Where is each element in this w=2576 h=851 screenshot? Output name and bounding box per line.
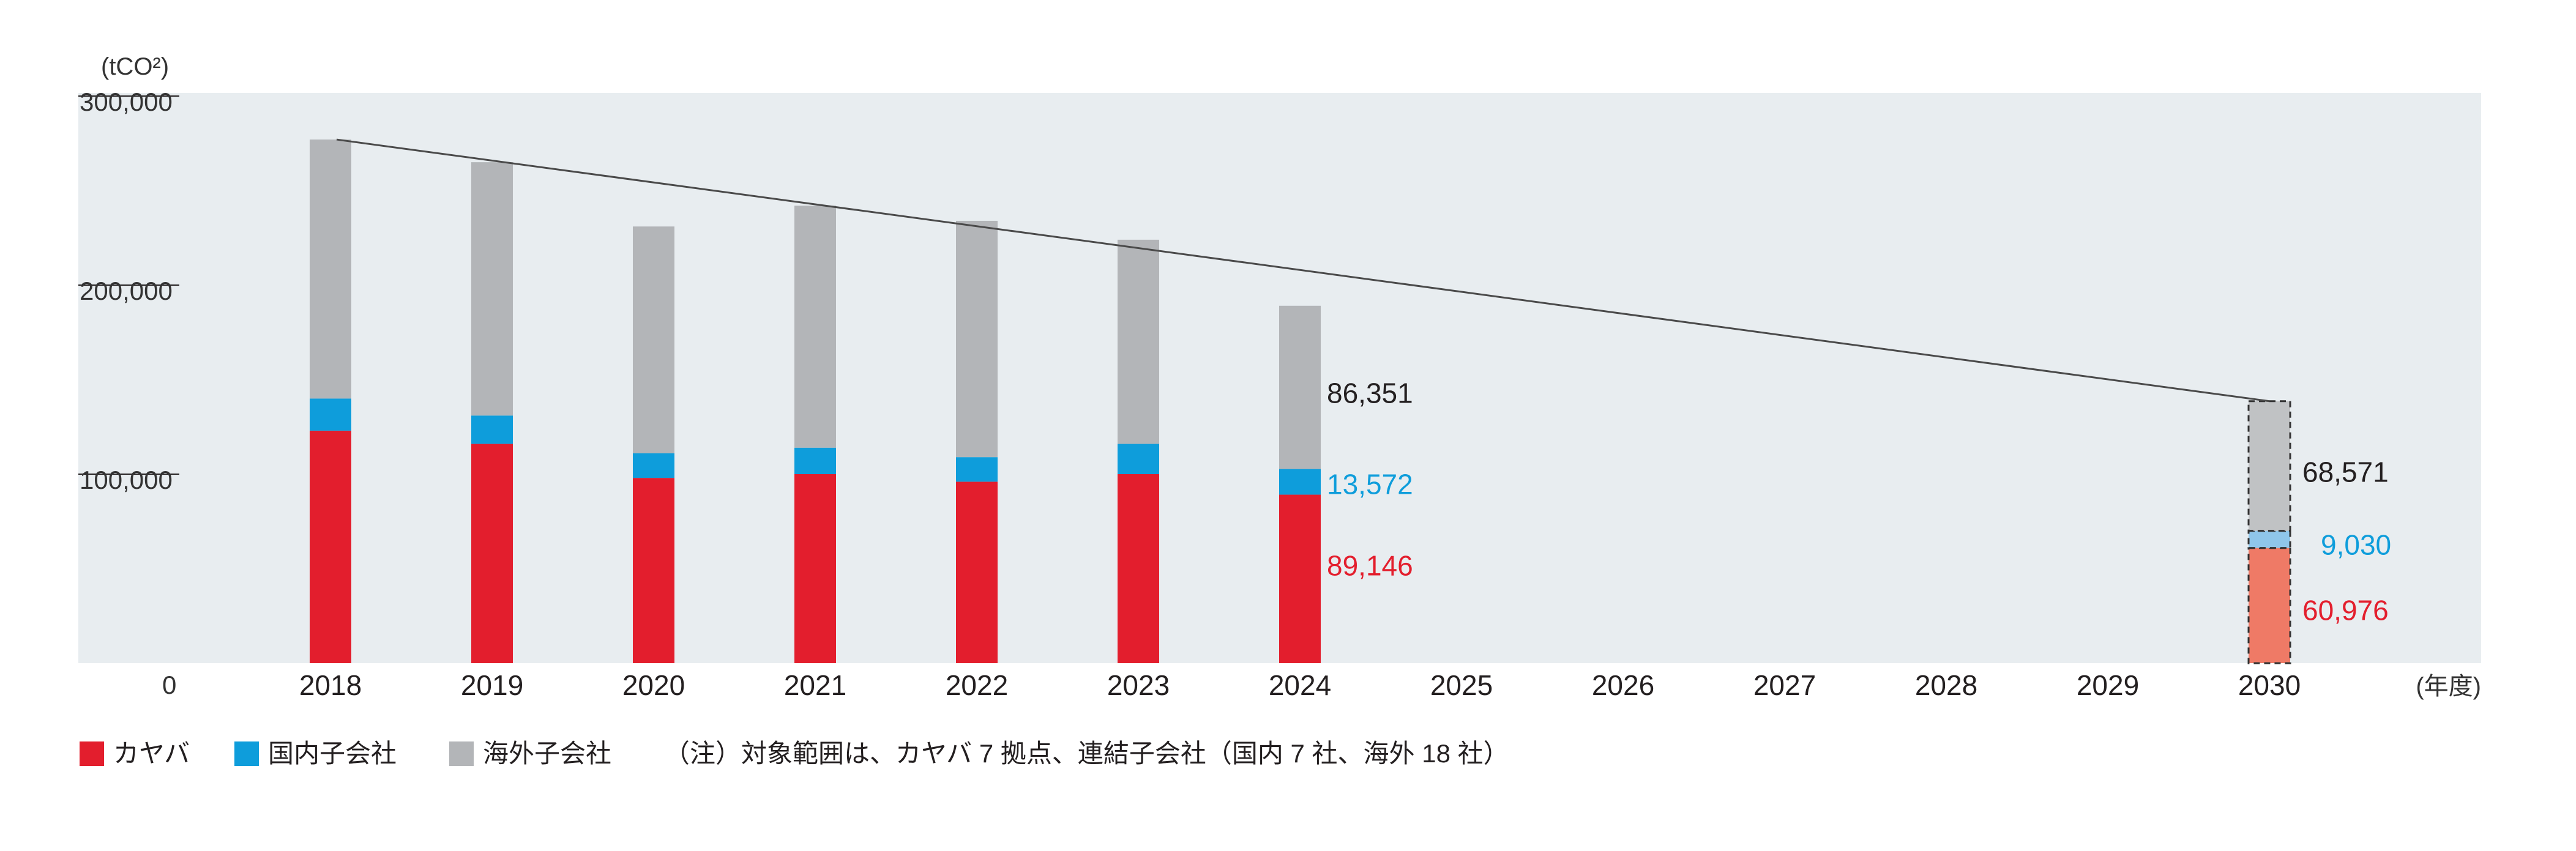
data-label: 9,030 [2321,529,2391,561]
bar-segment-2020 [633,478,674,663]
legend-swatch [234,741,259,766]
y-tick-label: 200,000 [80,277,173,305]
data-label: 13,572 [1327,469,1413,500]
bar-segment-2020 [633,453,674,478]
bar-segment-2022 [956,457,998,482]
legend-item: 海外子会社 [449,739,611,768]
data-label: 86,351 [1327,377,1413,409]
x-tick-label: 2027 [1753,669,1816,701]
target-bar-segment-2030 [2247,530,2291,549]
x-tick-label: 2030 [2238,669,2301,701]
legend-label: カヤバ [113,739,190,768]
bar-segment-2023 [1118,474,1159,663]
x-tick-label: 2018 [299,669,362,701]
x-tick-label: 2019 [461,669,523,701]
x-tick-label: 2029 [2077,669,2139,701]
legend: カヤバ 国内子会社 海外子会社 [80,739,611,768]
x-tick-label: 2026 [1592,669,1654,701]
y-tick-label: 100,000 [80,466,173,494]
x-tick-label: 2025 [1430,669,1493,701]
grid-lines [78,95,179,475]
y-tick-label: 0 [162,671,176,699]
bar-segment-2018 [310,398,351,431]
legend-swatch [80,741,104,766]
x-tick-label: 2024 [1269,669,1331,701]
bar-segment-2024 [1279,305,1321,469]
y-axis: 0 100,000 200,000 300,000 [80,87,176,699]
target-bar-segment-2030 [2247,547,2291,664]
legend-label: 国内子会社 [268,739,397,768]
bar-segment-2024 [1279,469,1321,495]
scope-note: （注）対象範囲は、カヤバ 7 拠点、連結子会社（国内 7 社、海外 18 社） [664,739,1509,768]
x-tick-label: 2020 [622,669,685,701]
legend-label: 海外子会社 [483,739,611,768]
data-label: 89,146 [1327,550,1413,582]
legend-item: 国内子会社 [234,739,397,768]
legend-swatch [449,741,474,766]
target-bar-segment-2030 [2247,400,2291,532]
bar-segment-2021 [794,206,836,448]
bar-segment-2019 [471,162,513,416]
bar-segment-2022 [956,220,998,458]
x-unit-label: (年度) [2416,673,2481,700]
legend-item: カヤバ [80,739,190,768]
bar-segment-2024 [1279,494,1321,663]
x-tick-label: 2021 [784,669,846,701]
bar-segment-2018 [310,139,351,399]
data-labels: 86,351 13,572 89,146 68,571 9,030 60,976 [1327,377,2391,626]
bar-segment-2019 [471,444,513,663]
y-unit-label: (tCO²) [101,53,169,80]
x-tick-label: 2023 [1107,669,1170,701]
x-axis: 2018 2019 2020 2021 2022 2023 2024 2025 2026 2027… [299,669,2301,701]
x-tick-label: 2022 [946,669,1008,701]
data-label: 60,976 [2302,595,2389,626]
bar-segment-2019 [471,415,513,444]
bar-segment-2020 [633,226,674,454]
bars [310,139,1321,663]
target-bar [2247,400,2291,664]
x-tick-label: 2028 [1915,669,1977,701]
bar-segment-2018 [310,430,351,663]
bar-segment-2023 [1118,239,1159,444]
y-tick-label: 300,000 [80,87,173,116]
bar-segment-2021 [794,447,836,474]
bar-segment-2021 [794,474,836,663]
bar-segment-2022 [956,481,998,663]
trend-line [336,138,2270,403]
data-label: 68,571 [2302,456,2389,488]
bar-segment-2023 [1118,444,1159,474]
